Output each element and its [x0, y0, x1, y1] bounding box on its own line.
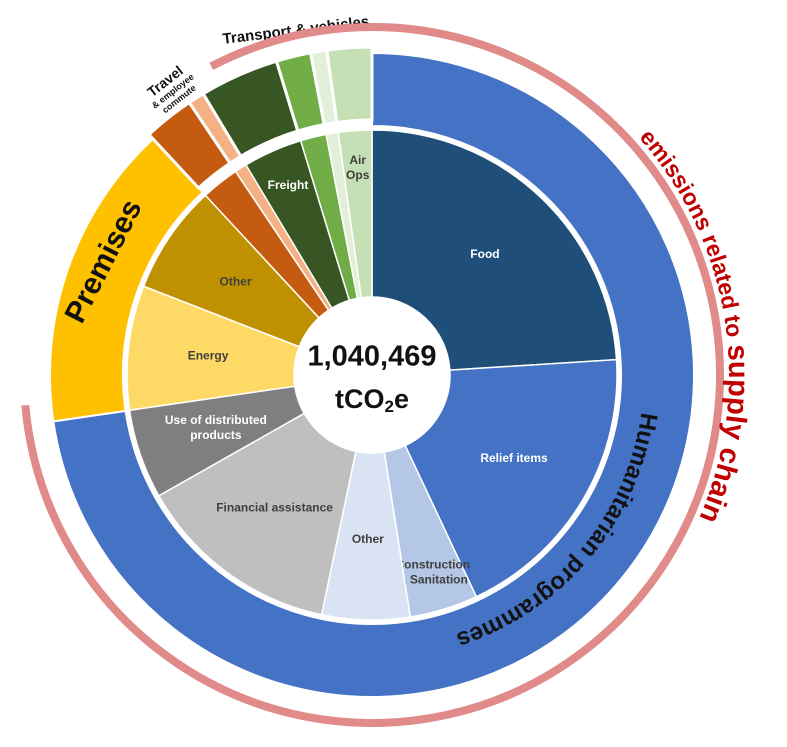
segment-label: Other [352, 532, 384, 546]
segment-label: Food [470, 247, 499, 261]
center-hole [294, 297, 450, 453]
segment-label: Relief items [480, 451, 548, 465]
segment-label: Use of distributed [165, 413, 267, 427]
segment-label: Financial assistance [216, 500, 333, 514]
segment-label: products [190, 428, 242, 442]
annotation-arc [21, 23, 724, 727]
segment-label: Construction [396, 558, 471, 572]
outer-segment [325, 45, 374, 125]
outer-segment [52, 51, 695, 698]
center-unit-sub: 2 [385, 397, 394, 416]
segment-label: Ops [346, 168, 370, 182]
center-unit-main: tCO [335, 384, 385, 414]
inner-segment [404, 358, 618, 598]
segment-label: & Sanitation [398, 573, 468, 587]
center-unit-end: e [394, 384, 409, 414]
center-total: 1,040,469 [307, 341, 436, 373]
annotation-emphasis: supply chain [693, 343, 754, 527]
center-unit: tCO2e [335, 384, 409, 416]
segment-label: Freight [268, 178, 309, 192]
segment-label: Energy [188, 349, 229, 363]
segment-label: Air [349, 153, 366, 167]
segment-label: Other [220, 274, 252, 288]
